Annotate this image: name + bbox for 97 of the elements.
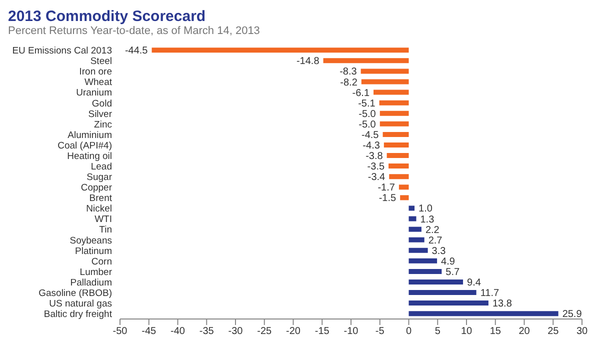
y-tick-label: Copper (80, 182, 112, 194)
x-tick-label: 10 (460, 326, 472, 338)
x-tick-label: 0 (406, 326, 412, 338)
bar (361, 79, 409, 84)
bar (408, 248, 428, 253)
y-tick-label: Wheat (84, 77, 112, 88)
y-tick-label: Iron ore (79, 66, 112, 78)
y-tick-label: Palladium (70, 277, 112, 288)
y-tick-label: Heating oil (67, 150, 112, 162)
data-label: -44.5 (124, 46, 148, 57)
y-tick-label: Tin (99, 224, 112, 236)
bar (408, 300, 488, 306)
data-label: 9.4 (467, 277, 482, 288)
chart-subtitle: Percent Returns Year-to-date, as of March 14, 2013 (8, 25, 261, 37)
y-tick-label: Nickel (86, 204, 112, 215)
x-tick-label: 15 (490, 326, 502, 338)
y-tick-label: Lead (90, 162, 112, 173)
bar (152, 48, 409, 53)
bar (408, 268, 442, 274)
data-label: -3.8 (366, 151, 384, 162)
x-tick-label: -25 (257, 326, 272, 338)
data-label: -5.0 (358, 108, 376, 120)
bar (386, 153, 409, 158)
x-tick-label: 30 (576, 326, 588, 338)
bar (408, 237, 424, 242)
y-tick-label: Steel (90, 56, 112, 68)
data-label: -1.5 (378, 193, 397, 204)
data-label: 5.7 (446, 266, 460, 278)
bar (388, 164, 409, 169)
bar (408, 226, 422, 232)
bar (380, 110, 409, 116)
data-label: 11.7 (480, 288, 500, 300)
y-tick-label: Sugar (86, 172, 112, 184)
y-tick-label: Aluminium (68, 130, 112, 141)
x-tick-label: -45 (142, 326, 157, 338)
y-tick-label: Corn (91, 256, 112, 268)
bar (408, 258, 438, 264)
bar (374, 90, 409, 95)
x-tick-label: -20 (286, 326, 301, 338)
bar (360, 68, 409, 74)
data-label: -3.4 (368, 172, 386, 184)
bar (379, 100, 409, 106)
data-label: 25.9 (562, 309, 582, 320)
bar (408, 311, 558, 316)
bar (384, 142, 409, 148)
bar (408, 206, 415, 211)
x-tick-label: -50 (112, 326, 128, 338)
bar (389, 174, 409, 180)
data-label: 13.8 (492, 298, 512, 310)
data-label: -5.0 (358, 119, 376, 130)
y-tick-label: Uranium (76, 88, 112, 99)
y-tick-label: Silver (88, 108, 112, 120)
data-label: -8.2 (340, 77, 358, 88)
data-label: -3.5 (367, 162, 385, 173)
data-label: -4.3 (362, 140, 380, 152)
y-tick-label: Lumber (80, 266, 112, 278)
chart-title: 2013 Commodity Scorecard (8, 8, 207, 25)
x-tick-label: -10 (344, 326, 359, 338)
data-label: -1.7 (378, 182, 396, 194)
data-label: -8.3 (340, 66, 358, 78)
y-tick-label: Soybeans (70, 235, 112, 246)
bar (408, 279, 464, 284)
y-tick-label: WTI (94, 214, 112, 226)
data-label: 1.0 (418, 204, 433, 215)
x-tick-label: -15 (314, 326, 330, 338)
x-tick-label: 25 (548, 326, 560, 338)
x-tick-label: 5 (434, 326, 441, 338)
bar (400, 195, 409, 200)
data-label: -5.1 (358, 98, 376, 110)
data-label: -6.1 (352, 88, 370, 99)
bar (382, 132, 409, 137)
data-label: 2.2 (425, 224, 440, 236)
x-tick-label: -5 (375, 326, 385, 338)
y-tick-label: Zinc (94, 119, 112, 130)
data-label: -14.8 (296, 56, 320, 68)
y-tick-label: US natural gas (49, 298, 112, 310)
x-tick-label: 20 (518, 326, 530, 338)
x-tick-label: -35 (199, 326, 214, 338)
y-tick-label: Gasoline (RBOB) (38, 288, 112, 299)
bar (380, 121, 409, 126)
y-tick-label: Coal (API#4) (58, 140, 112, 152)
y-tick-label: Gold (92, 98, 112, 110)
bar (398, 184, 409, 190)
x-tick-label: -30 (228, 326, 244, 338)
y-tick-label: Brent (89, 193, 112, 204)
y-tick-label: Platinum (75, 246, 112, 257)
bar (408, 216, 416, 222)
data-label: 2.7 (428, 235, 443, 246)
data-label: 4.9 (441, 256, 456, 268)
data-label: -4.5 (362, 130, 380, 141)
y-tick-label: Baltic dry freight (44, 309, 112, 320)
bar (408, 290, 476, 296)
bar (323, 58, 409, 64)
data-label: 3.3 (432, 246, 446, 257)
x-tick-label: -40 (170, 326, 186, 338)
y-tick-label: EU Emissions Cal 2013 (12, 46, 112, 57)
data-label: 1.3 (420, 214, 435, 226)
